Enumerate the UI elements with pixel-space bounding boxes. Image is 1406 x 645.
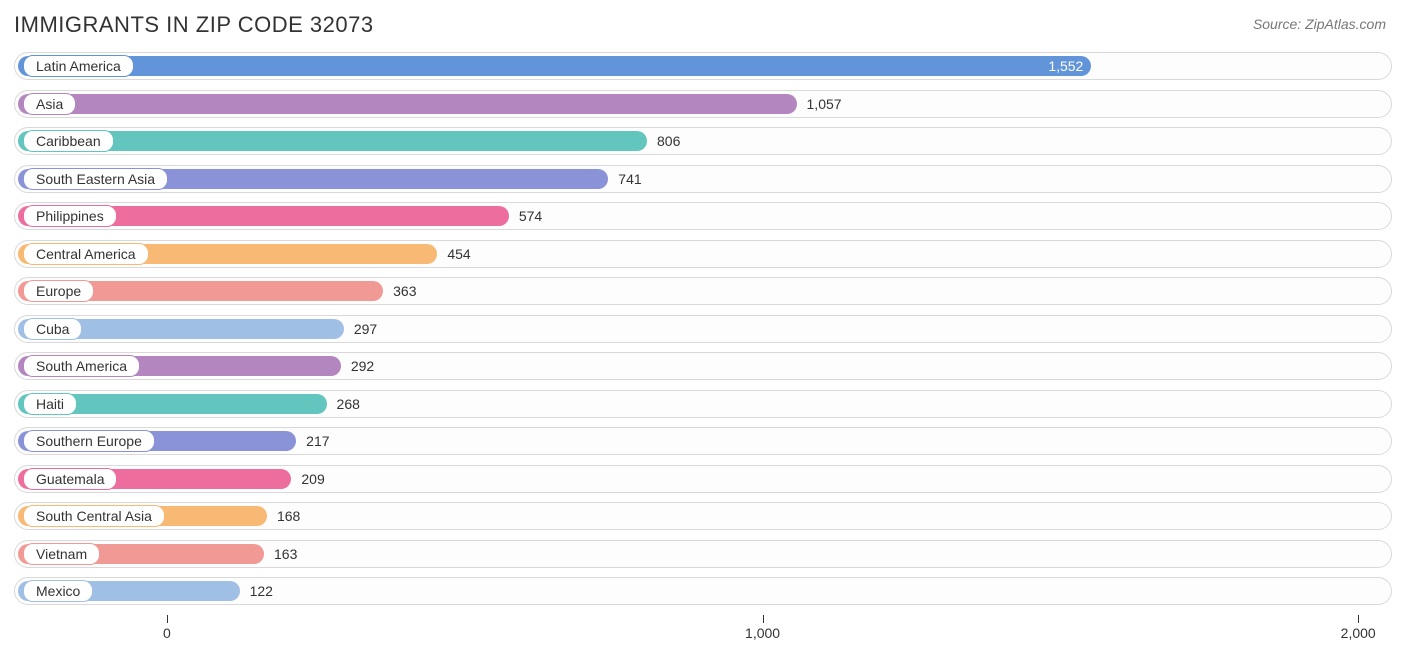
bar-value-label: 268 bbox=[337, 396, 360, 412]
chart-plot-area: Latin America 1,552 Asia 1,057 Caribbean 806 S… bbox=[14, 52, 1392, 605]
bar-category-label: Central America bbox=[23, 243, 149, 265]
bar-value-label: 209 bbox=[301, 471, 324, 487]
bar-row: Vietnam 163 bbox=[14, 540, 1392, 568]
bar-row: South America 292 bbox=[14, 352, 1392, 380]
chart-container: IMMIGRANTS IN ZIP CODE 32073 Source: Zip… bbox=[0, 0, 1406, 643]
bar-row: Philippines 574 bbox=[14, 202, 1392, 230]
axis-tick-label: 1,000 bbox=[745, 625, 780, 641]
axis-tick bbox=[167, 615, 168, 623]
bar-category-label: Haiti bbox=[23, 393, 77, 415]
bar-row: Asia 1,057 bbox=[14, 90, 1392, 118]
bar-category-label: Guatemala bbox=[23, 468, 117, 490]
bar-value-label: 454 bbox=[447, 246, 470, 262]
bar-value-label: 806 bbox=[657, 133, 680, 149]
bar-value-label: 297 bbox=[354, 321, 377, 337]
bar-value-label: 163 bbox=[274, 546, 297, 562]
axis-tick-label: 2,000 bbox=[1341, 625, 1376, 641]
bar-row: Latin America 1,552 bbox=[14, 52, 1392, 80]
bar-category-label: Asia bbox=[23, 93, 76, 115]
axis-tick-label: 0 bbox=[163, 625, 171, 641]
bar-value-label: 292 bbox=[351, 358, 374, 374]
bar-category-label: South America bbox=[23, 355, 140, 377]
axis-tick bbox=[1358, 615, 1359, 623]
bar-row: Mexico 122 bbox=[14, 577, 1392, 605]
bar-category-label: Europe bbox=[23, 280, 94, 302]
bar-row: South Eastern Asia 741 bbox=[14, 165, 1392, 193]
bar-row: Europe 363 bbox=[14, 277, 1392, 305]
bar-category-label: Caribbean bbox=[23, 130, 114, 152]
bar-category-label: Latin America bbox=[23, 55, 134, 77]
bar-category-label: Cuba bbox=[23, 318, 82, 340]
bar-value-label: 363 bbox=[393, 283, 416, 299]
bar-value-label: 168 bbox=[277, 508, 300, 524]
bar-category-label: South Eastern Asia bbox=[23, 168, 168, 190]
bar-value-label: 1,552 bbox=[1048, 58, 1083, 74]
bar-value-label: 741 bbox=[618, 171, 641, 187]
x-axis: 0 1,000 2,000 bbox=[14, 615, 1392, 645]
bar-value-label: 1,057 bbox=[807, 96, 842, 112]
bar-value-label: 122 bbox=[250, 583, 273, 599]
bar-category-label: South Central Asia bbox=[23, 505, 165, 527]
bar-row: Southern Europe 217 bbox=[14, 427, 1392, 455]
bar-value-label: 574 bbox=[519, 208, 542, 224]
bar-category-label: Vietnam bbox=[23, 543, 100, 565]
chart-source: Source: ZipAtlas.com bbox=[1253, 16, 1386, 32]
bar-row: South Central Asia 168 bbox=[14, 502, 1392, 530]
bar-row: Caribbean 806 bbox=[14, 127, 1392, 155]
bar-row: Cuba 297 bbox=[14, 315, 1392, 343]
bar-category-label: Southern Europe bbox=[23, 430, 155, 452]
bar-row: Central America 454 bbox=[14, 240, 1392, 268]
chart-title: IMMIGRANTS IN ZIP CODE 32073 bbox=[14, 12, 374, 38]
bar-value-label: 217 bbox=[306, 433, 329, 449]
bar-category-label: Mexico bbox=[23, 580, 93, 602]
bar-row: Haiti 268 bbox=[14, 390, 1392, 418]
chart-header: IMMIGRANTS IN ZIP CODE 32073 Source: Zip… bbox=[14, 12, 1392, 38]
axis-tick bbox=[763, 615, 764, 623]
bar-row: Guatemala 209 bbox=[14, 465, 1392, 493]
bar-category-label: Philippines bbox=[23, 205, 117, 227]
bar-fill bbox=[18, 56, 1091, 76]
bar-fill bbox=[18, 94, 797, 114]
